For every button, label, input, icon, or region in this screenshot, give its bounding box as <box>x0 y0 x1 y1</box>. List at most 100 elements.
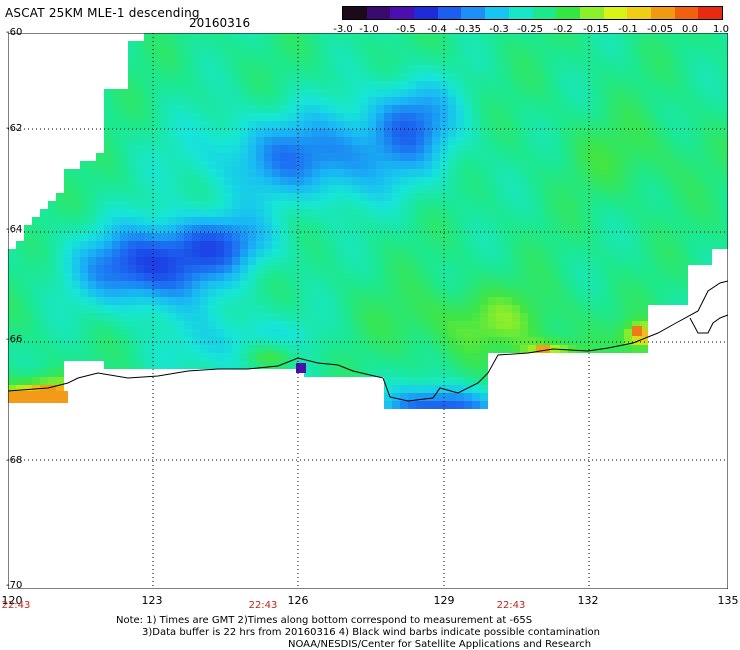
colorbar-swatch <box>461 7 486 19</box>
wind-cell <box>96 329 104 337</box>
wind-cell <box>384 209 392 217</box>
wind-cell <box>608 121 616 129</box>
wind-cell <box>608 217 616 225</box>
wind-cell <box>56 361 64 369</box>
wind-cell <box>144 89 152 97</box>
wind-cell <box>16 241 24 249</box>
wind-cell <box>424 321 432 329</box>
wind-cell <box>64 201 72 209</box>
wind-cell <box>496 329 504 337</box>
wind-cell <box>592 145 600 153</box>
wind-cell <box>72 217 80 225</box>
wind-cell <box>608 233 616 241</box>
wind-cell <box>272 105 280 113</box>
wind-cell <box>304 217 312 225</box>
wind-cell <box>368 33 376 41</box>
wind-cell <box>352 113 360 121</box>
wind-cell <box>144 265 152 273</box>
wind-cell <box>304 177 312 185</box>
wind-cell <box>216 97 224 105</box>
wind-cell <box>704 169 712 177</box>
wind-cell <box>304 321 312 329</box>
wind-cell <box>280 265 288 273</box>
wind-cell <box>384 393 392 401</box>
wind-cell <box>160 153 168 161</box>
wind-cell <box>656 177 664 185</box>
wind-cell <box>112 329 120 337</box>
wind-cell <box>168 145 176 153</box>
wind-cell <box>280 145 288 153</box>
wind-cell <box>600 33 608 41</box>
wind-cell <box>648 97 656 105</box>
wind-cell <box>448 217 456 225</box>
wind-cell <box>416 225 424 233</box>
wind-cell <box>408 121 416 129</box>
wind-cell <box>176 249 184 257</box>
wind-cell <box>344 81 352 89</box>
wind-cell <box>360 361 368 369</box>
wind-cell <box>496 193 504 201</box>
wind-cell <box>256 153 264 161</box>
wind-cell <box>528 233 536 241</box>
wind-cell <box>224 201 232 209</box>
wind-cell <box>664 249 672 257</box>
wind-cell <box>104 201 112 209</box>
wind-cell <box>344 297 352 305</box>
wind-cell <box>64 337 72 345</box>
wind-cell <box>24 321 32 329</box>
wind-cell <box>632 145 640 153</box>
wind-cell <box>544 337 552 345</box>
wind-cell <box>56 281 64 289</box>
wind-cell <box>144 145 152 153</box>
wind-cell <box>688 193 696 201</box>
wind-cell <box>248 209 256 217</box>
wind-cell <box>584 313 592 321</box>
wind-cell <box>512 305 520 313</box>
wind-cell <box>456 385 464 393</box>
wind-cell <box>536 129 544 137</box>
wind-cell <box>560 241 568 249</box>
wind-cell <box>720 97 728 105</box>
wind-cell <box>616 337 624 345</box>
wind-cell <box>400 129 408 137</box>
wind-cell <box>368 201 376 209</box>
wind-cell <box>536 297 544 305</box>
wind-cell <box>200 81 208 89</box>
wind-cell <box>424 385 432 393</box>
wind-cell <box>640 113 648 121</box>
wind-cell <box>480 129 488 137</box>
wind-cell <box>112 145 120 153</box>
wind-cell <box>368 329 376 337</box>
wind-cell <box>248 65 256 73</box>
wind-cell <box>680 233 688 241</box>
wind-cell <box>128 65 136 73</box>
wind-cell <box>576 81 584 89</box>
wind-cell <box>136 209 144 217</box>
wind-cell <box>584 233 592 241</box>
wind-cell <box>264 329 272 337</box>
wind-cell <box>640 233 648 241</box>
wind-cell <box>472 345 480 353</box>
wind-cell <box>232 193 240 201</box>
wind-cell <box>632 337 640 345</box>
wind-cell <box>320 313 328 321</box>
wind-cell <box>664 65 672 73</box>
wind-cell <box>552 281 560 289</box>
wind-cell <box>624 329 632 337</box>
wind-cell <box>624 177 632 185</box>
wind-cell <box>704 225 712 233</box>
wind-cell <box>688 137 696 145</box>
wind-cell <box>592 337 600 345</box>
wind-cell <box>176 65 184 73</box>
wind-cell <box>48 233 56 241</box>
wind-cell <box>640 201 648 209</box>
wind-cell <box>328 345 336 353</box>
wind-cell <box>184 129 192 137</box>
wind-cell <box>376 353 384 361</box>
wind-cell <box>584 273 592 281</box>
wind-cell <box>512 249 520 257</box>
wind-cell <box>88 345 96 353</box>
wind-cell <box>712 161 720 169</box>
wind-cell <box>624 33 632 41</box>
wind-cell <box>320 129 328 137</box>
